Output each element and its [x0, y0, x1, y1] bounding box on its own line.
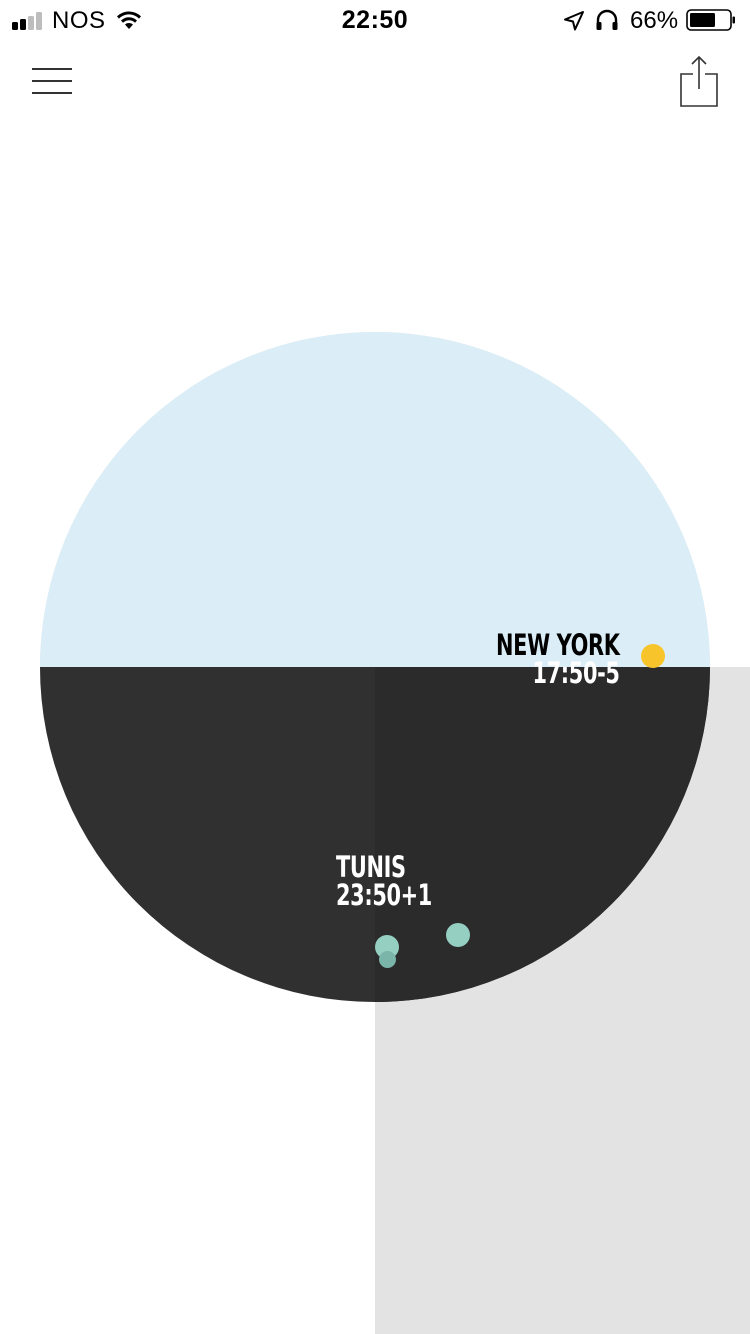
share-button[interactable]: [676, 52, 722, 112]
share-icon: [680, 55, 718, 107]
city-name: TUNIS: [336, 850, 406, 884]
hamburger-menu-icon: [32, 68, 72, 70]
sun-marker: [641, 644, 665, 668]
city-time: 17:50-5: [532, 656, 621, 690]
carrier-name: NOS: [52, 7, 106, 34]
world-clock-globe[interactable]: [40, 332, 710, 1002]
location-marker[interactable]: [446, 923, 470, 947]
battery-icon: [686, 9, 735, 31]
signal-icon: [12, 12, 46, 30]
city-time: 23:50+1: [336, 878, 432, 912]
status-bar: NOS 22:50 66%: [0, 0, 750, 40]
city-label-new-york[interactable]: NEW YORK 17:50-5: [496, 628, 621, 690]
status-time: 22:50: [341, 6, 409, 34]
menu-button[interactable]: [28, 62, 76, 102]
night-region-right: [375, 667, 710, 1002]
battery-percentage: 66%: [630, 7, 679, 34]
headphones-icon: [596, 9, 618, 30]
city-name: NEW YORK: [496, 628, 620, 662]
city-label-tunis[interactable]: TUNIS 23:50+1: [336, 850, 432, 912]
location-marker[interactable]: [379, 951, 396, 968]
wifi-icon: [117, 11, 141, 29]
location-arrow-icon: [564, 11, 584, 31]
daylight-region: [40, 332, 710, 667]
